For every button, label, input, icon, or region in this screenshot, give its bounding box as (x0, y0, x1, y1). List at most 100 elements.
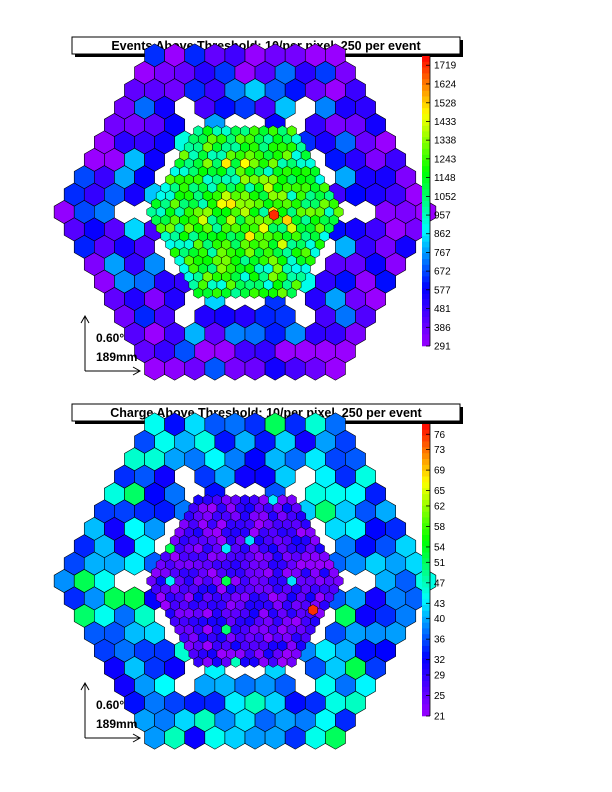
colorbar-segment (422, 429, 430, 436)
peak-pixel (308, 604, 318, 616)
colorbar-tick-label: 386 (434, 323, 451, 334)
camera-pixel (286, 287, 297, 299)
colorbar-segment (422, 230, 430, 237)
colorbar-segment (422, 657, 430, 664)
colorbar-tick-label: 51 (434, 558, 446, 569)
colorbar-segment (422, 212, 430, 219)
colorbar-segment (422, 334, 430, 341)
charge-colorbar: 76 73 69 65 62 58 54 51 47 43 40 36 32 29 25 21 (422, 424, 446, 723)
colorbar-segment (422, 282, 430, 289)
colorbar-segment (422, 517, 430, 524)
camera-pixel (277, 656, 288, 668)
camera-pixel (221, 656, 232, 668)
colorbar-segment (422, 505, 430, 512)
colorbar-tick-label: 1338 (434, 136, 457, 147)
events-camera-map (53, 43, 437, 381)
colorbar-segment (422, 166, 430, 173)
colorbar-segment (422, 628, 430, 635)
colorbar-segment (422, 441, 430, 448)
colorbar-segment (422, 552, 430, 559)
colorbar-segment (422, 605, 430, 612)
camera-pixel (230, 287, 241, 299)
colorbar-segment (422, 616, 430, 623)
colorbar-tick-label: 65 (434, 486, 446, 497)
colorbar-segment (422, 558, 430, 565)
camera-pixel (286, 656, 297, 668)
colorbar-segment (422, 459, 430, 466)
colorbar-segment (422, 270, 430, 277)
colorbar-segment (422, 235, 430, 242)
colorbar-segment (422, 143, 430, 150)
scale-length-label: 189mm (96, 350, 137, 364)
colorbar-segment (422, 610, 430, 618)
colorbar-segment (422, 698, 430, 705)
colorbar-tick-label: 291 (434, 342, 451, 353)
colorbar-segment (422, 322, 430, 329)
colorbar-tick-label: 957 (434, 211, 451, 222)
colorbar-segment (422, 534, 430, 542)
charge-camera-map (53, 412, 437, 750)
colorbar-segment (422, 476, 430, 483)
colorbar-segment (422, 195, 430, 202)
colorbar-segment (422, 686, 430, 693)
camera-pixel (240, 656, 250, 668)
colorbar-tick-label: 29 (434, 671, 446, 682)
colorbar-segment (422, 108, 430, 115)
colorbar-segment (422, 581, 430, 588)
colorbar-segment (422, 288, 430, 295)
camera-pixel (249, 656, 260, 668)
colorbar-tick-label: 58 (434, 522, 446, 533)
colorbar-segment (422, 499, 430, 507)
colorbar-segment (422, 447, 430, 454)
colorbar-segment (422, 218, 430, 225)
colorbar-tick-label: 1243 (434, 154, 457, 165)
colorbar-segment (422, 183, 430, 190)
colorbar-tick-label: 76 (434, 430, 446, 441)
scale-length-label: 189mm (96, 717, 137, 731)
colorbar-segment (422, 148, 430, 155)
colorbar-segment (422, 160, 430, 167)
arrow-right-icon (132, 366, 142, 376)
camera-pixel (193, 287, 204, 299)
colorbar-tick-label: 54 (434, 542, 446, 553)
colorbar-segment (422, 663, 430, 670)
scale-angle-label: 0.60° (96, 331, 124, 345)
colorbar-segment (422, 172, 430, 179)
colorbar-tick-label: 577 (434, 285, 451, 296)
colorbar-segment (422, 593, 430, 600)
camera-pixel (258, 656, 269, 668)
colorbar-tick-label: 1052 (434, 192, 457, 203)
camera-pixel (258, 287, 269, 299)
colorbar-segment (422, 634, 430, 641)
colorbar-segment (422, 96, 430, 103)
peak-pixel (269, 209, 279, 221)
camera-pixel (268, 656, 278, 668)
colorbar-tick-label: 672 (434, 267, 451, 278)
colorbar-tick-label: 767 (434, 248, 451, 259)
colorbar-segment (422, 114, 430, 121)
camera-pixel (202, 656, 213, 668)
colorbar-segment (422, 540, 430, 547)
colorbar-tick-label: 62 (434, 501, 446, 512)
colorbar-segment (422, 90, 430, 97)
colorbar-tick-label: 1719 (434, 61, 457, 72)
colorbar-segment (422, 675, 430, 682)
colorbar-segment (422, 651, 430, 658)
colorbar-segment (422, 645, 430, 653)
colorbar-segment (422, 587, 430, 594)
colorbar-segment (422, 253, 430, 260)
colorbar-tick-label: 25 (434, 691, 446, 702)
scale-angle-label: 0.60° (96, 698, 124, 712)
colorbar-tick-label: 73 (434, 445, 446, 456)
camera-pixel (268, 287, 278, 299)
colorbar-segment (422, 704, 430, 711)
colorbar-segment (422, 241, 430, 248)
camera-pixel (230, 656, 241, 668)
colorbar-segment (422, 494, 430, 501)
colorbar-segment (422, 453, 430, 460)
colorbar-segment (422, 299, 430, 306)
colorbar-segment (422, 293, 430, 300)
camera-pixel (325, 725, 346, 750)
colorbar-tick-label: 36 (434, 635, 446, 646)
